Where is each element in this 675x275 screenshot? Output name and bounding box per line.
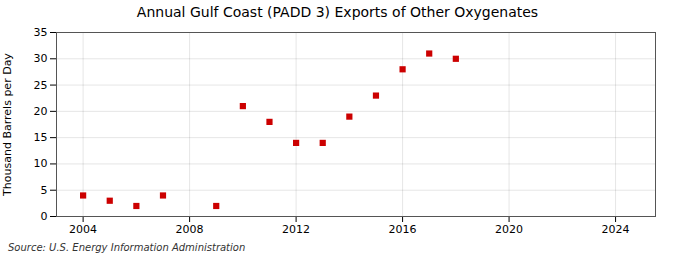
html-text:Source: U.S. Energy Informatio: Source: U.S. Energy Information Administ… <box>8 242 246 253</box>
svg-text:5: 5 <box>41 184 48 197</box>
svg-text:2004: 2004 <box>69 223 97 236</box>
svg-text:20: 20 <box>34 105 48 118</box>
svg-text:10: 10 <box>34 157 48 170</box>
svg-text:30: 30 <box>34 52 48 65</box>
svg-text:0: 0 <box>41 210 48 223</box>
svg-text:Thousand Barrels per Day: Thousand Barrels per Day <box>1 53 14 197</box>
svg-text:15: 15 <box>34 131 48 144</box>
svg-text:2020: 2020 <box>495 223 523 236</box>
svg-text:25: 25 <box>34 79 48 92</box>
svg-text:2008: 2008 <box>176 223 204 236</box>
svg-text:2016: 2016 <box>389 223 417 236</box>
html-text:Annual Gulf Coast (PADD 3) Exp: Annual Gulf Coast (PADD 3) Exports of Ot… <box>136 4 539 20</box>
svg-text:2024: 2024 <box>602 223 630 236</box>
svg-text:2012: 2012 <box>282 223 310 236</box>
svg-text:35: 35 <box>34 26 48 39</box>
